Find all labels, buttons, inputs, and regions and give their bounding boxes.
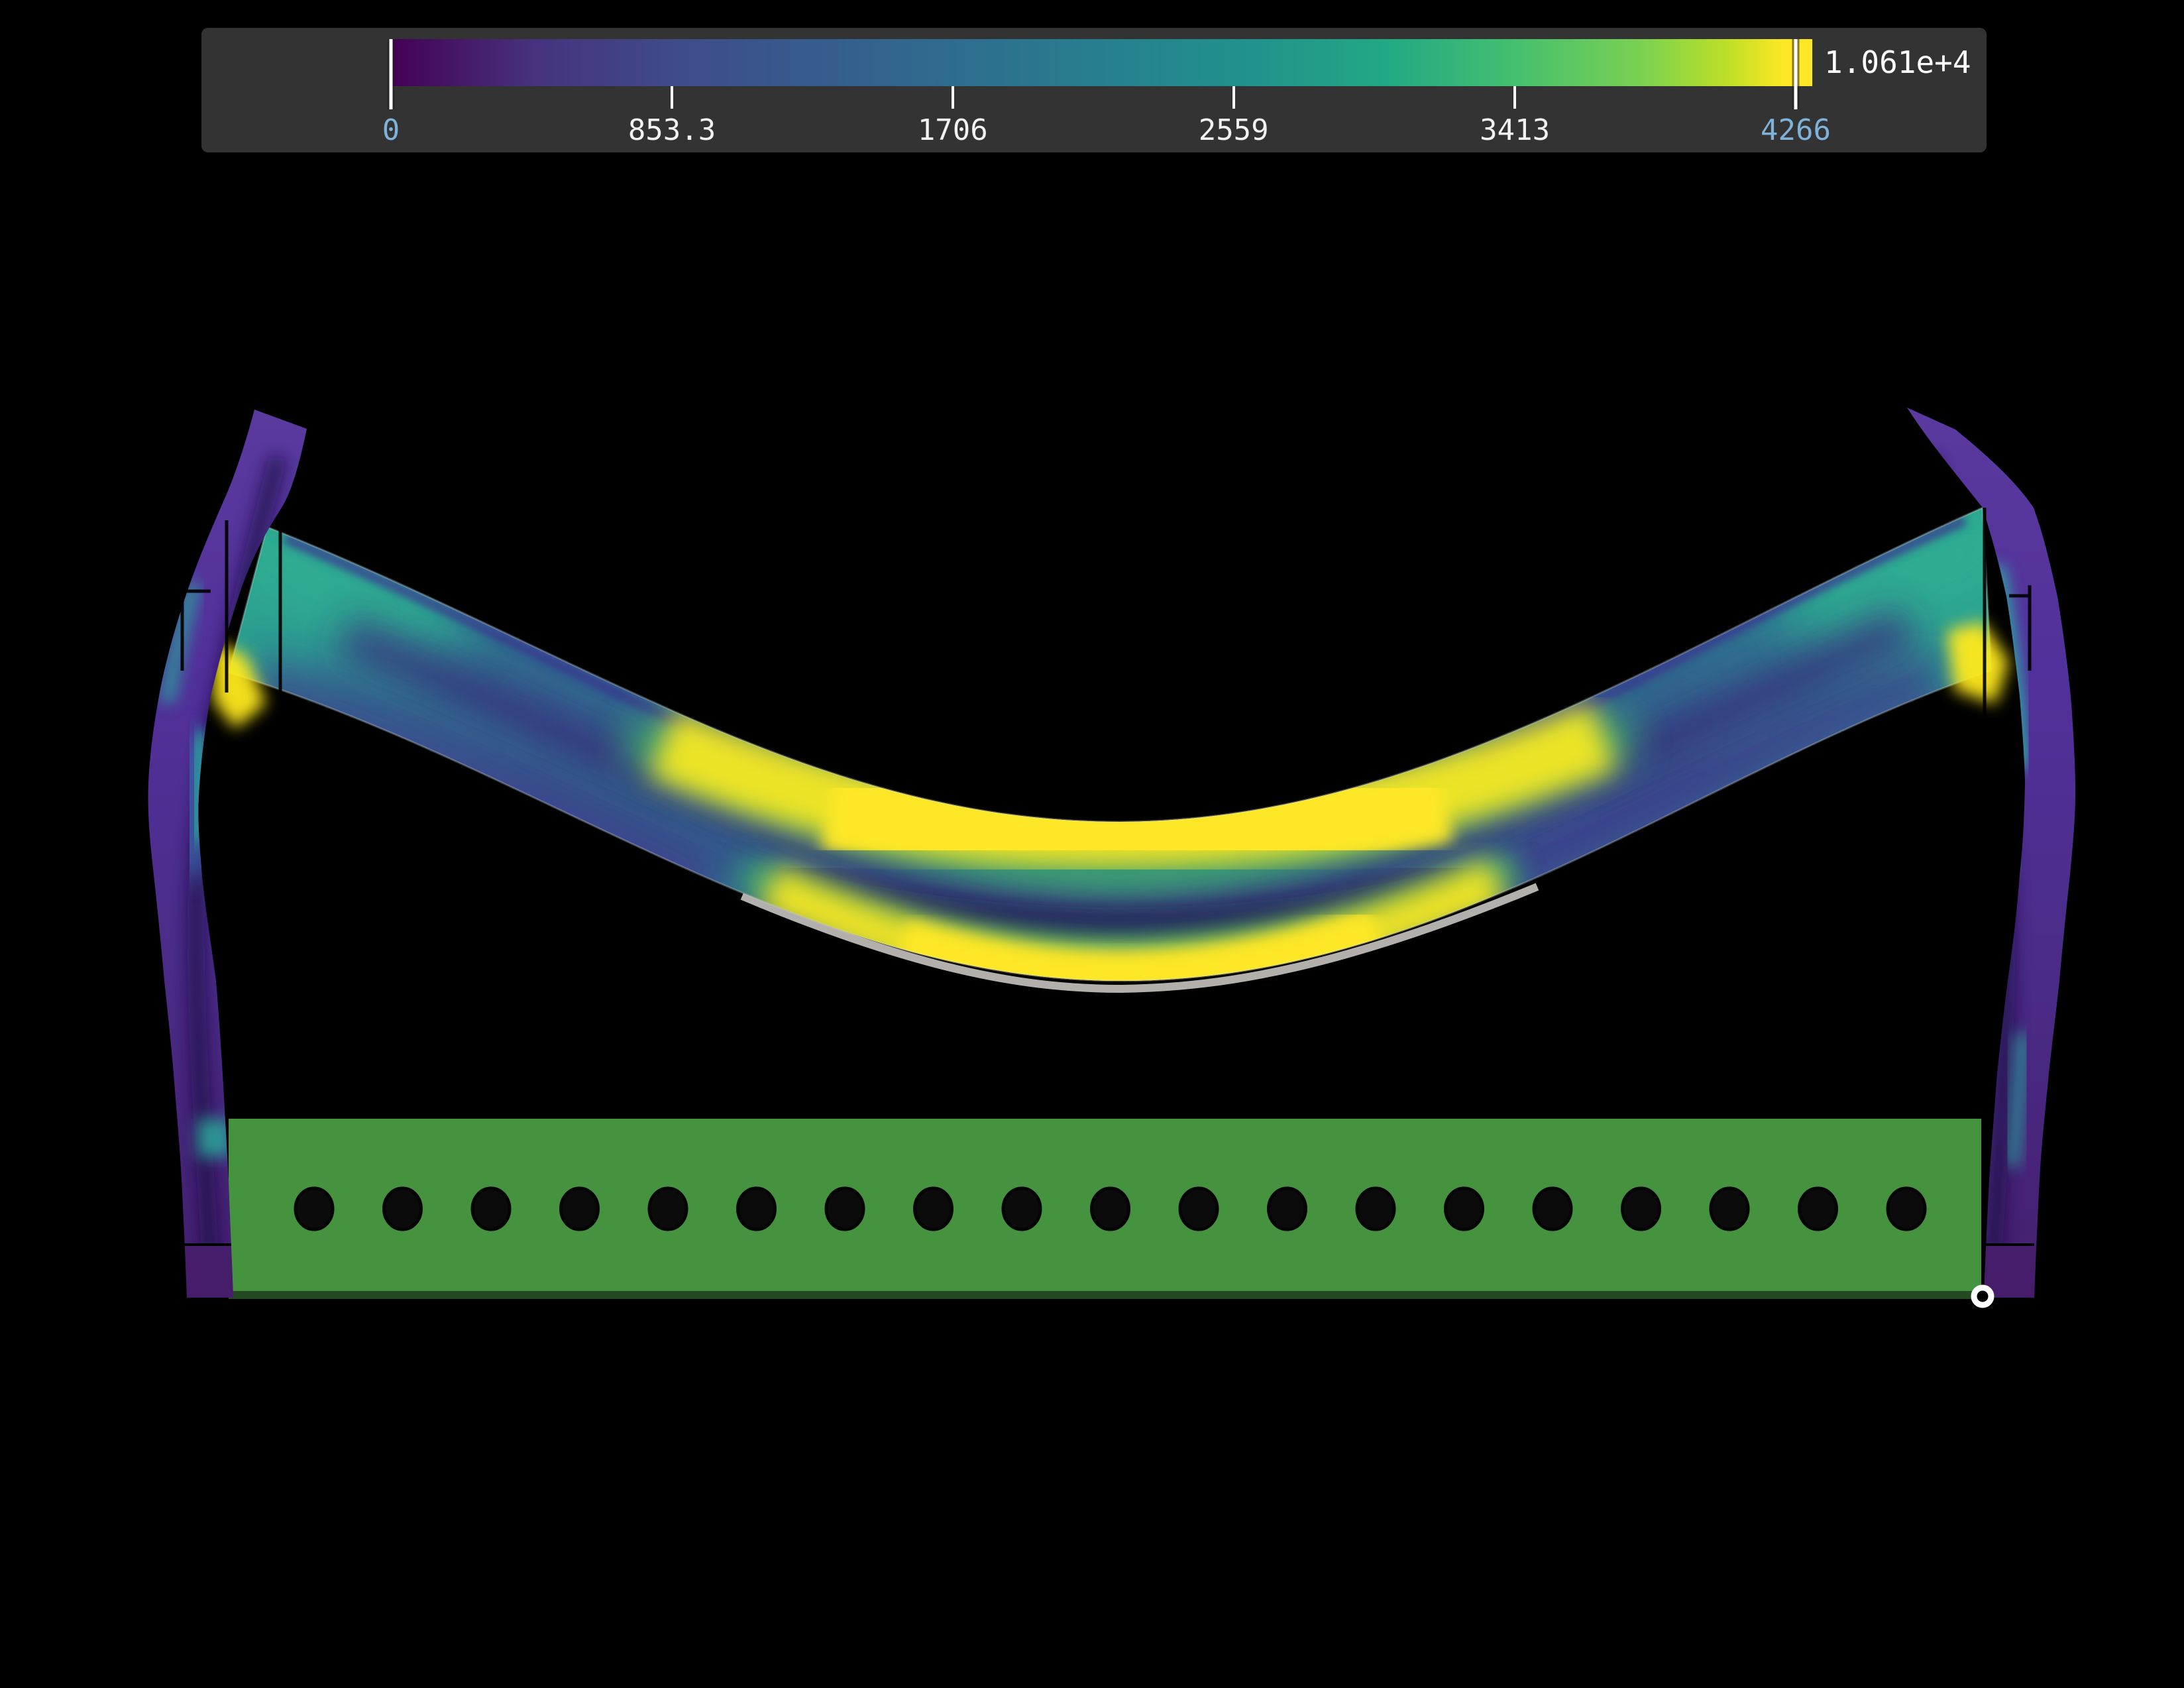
base-plate-hole	[1001, 1186, 1042, 1231]
colorbar-tick	[671, 86, 674, 109]
colorbar-tick-label: 2559	[1198, 113, 1269, 147]
colorbar-tick-label: 0	[382, 113, 400, 147]
colorbar-tick-label: 1706	[917, 113, 988, 147]
base-plate-hole	[647, 1186, 688, 1231]
belt-lower-purple-right	[1477, 652, 1951, 910]
base-plate-hole	[824, 1186, 865, 1231]
colorbar-tick	[1232, 86, 1235, 109]
right-support-cyan-streak-lower	[2004, 1033, 2030, 1168]
base-plate-hole	[559, 1186, 600, 1231]
belt-anchor-teal-right	[1780, 508, 1991, 652]
right-support-body	[1907, 408, 2076, 1298]
base-plate-hole	[1621, 1186, 1661, 1231]
colorbar-tick-label: 853.3	[628, 113, 716, 147]
colorbar-tick-label: 4266	[1761, 113, 1831, 147]
base-plate-hole	[1267, 1186, 1307, 1231]
left-support-teal-zone	[188, 730, 213, 842]
colorbar-gradient: 1.061e+4 0 853.3 1706 2559 3413 4266	[382, 39, 1971, 145]
belt-yellow-top-core	[821, 763, 1453, 877]
base-plate-hole	[1355, 1186, 1396, 1231]
left-support-foot	[182, 1245, 235, 1298]
base-plate-hole	[1532, 1186, 1573, 1231]
base-plate-hole	[736, 1186, 777, 1231]
colorbar-tick	[389, 39, 393, 109]
colorbar-tick	[951, 86, 954, 109]
base-plate-hole	[1178, 1186, 1219, 1231]
colorbar-tick	[1513, 86, 1517, 109]
base-plate-bottom-shade	[229, 1291, 1981, 1300]
base-plate-hole	[470, 1186, 512, 1231]
base-plate-hole	[382, 1186, 423, 1231]
base-plate-hole	[913, 1186, 954, 1231]
colorbar-tick-label: 3413	[1480, 113, 1551, 147]
belt-anchor-teal-left	[229, 508, 469, 662]
colorbar-tick	[1794, 39, 1798, 109]
base-plate-hole	[1886, 1186, 1927, 1231]
belt-yellow-bottom-core	[894, 908, 1387, 981]
base-plate-hole	[294, 1186, 335, 1231]
left-support-cyan-streak	[160, 581, 201, 704]
edge-marker-lines	[176, 508, 2032, 762]
base-plate-holes	[294, 1186, 1927, 1231]
base-plate-hole	[1709, 1186, 1750, 1231]
anchor-hotspot-left	[211, 640, 266, 729]
colorbar[interactable]: 1.061e+4 0 853.3 1706 2559 3413 4266	[201, 28, 1987, 152]
colorbar-max-annotation: 1.061e+4	[1824, 44, 1971, 80]
base-plate-hole	[1798, 1186, 1838, 1231]
picked-point-marker[interactable]	[1971, 1284, 1994, 1308]
base-plate	[229, 1119, 1981, 1300]
base-plate-hole	[1444, 1186, 1484, 1231]
anchor-hotspot-right	[1947, 622, 2009, 704]
base-plate-hole	[1090, 1186, 1130, 1231]
belt-shell	[227, 506, 1993, 982]
